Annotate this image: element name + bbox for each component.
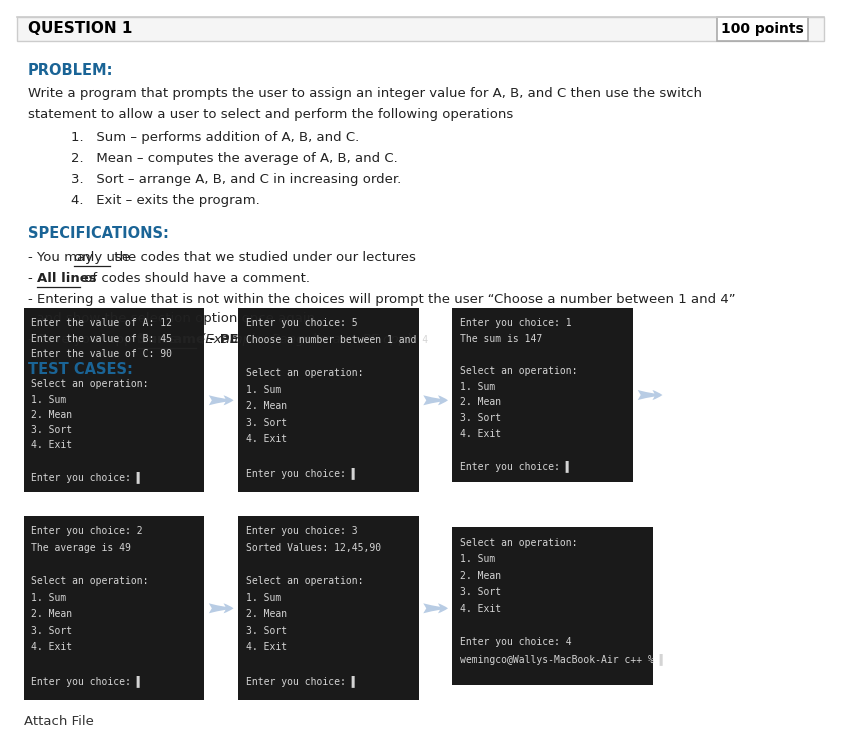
Text: - Save your cpp file as: - Save your cpp file as — [28, 333, 181, 346]
Bar — [452, 308, 633, 482]
Bar — [717, 17, 808, 41]
Text: The sum is 147: The sum is 147 — [460, 334, 542, 344]
Text: Select an operation:: Select an operation: — [460, 538, 578, 547]
Text: 4. Exit: 4. Exit — [460, 604, 501, 614]
Text: Select an operation:: Select an operation: — [31, 576, 149, 586]
Text: 2. Mean: 2. Mean — [31, 410, 72, 420]
Text: TEST CASES:: TEST CASES: — [28, 362, 133, 377]
Text: the codes that we studied under our lectures: the codes that we studied under our lect… — [110, 251, 416, 264]
Text: Enter you choice: 5: Enter you choice: 5 — [246, 318, 357, 328]
Text: 3. Sort: 3. Sort — [246, 418, 287, 427]
Text: Enter the value of A: 12: Enter the value of A: 12 — [31, 318, 172, 328]
Text: 2. Mean: 2. Mean — [460, 571, 501, 581]
Bar — [452, 527, 653, 685]
Text: 3. Sort: 3. Sort — [31, 425, 72, 435]
Text: Surname - PE: Surname - PE — [138, 333, 238, 346]
Text: 2. Mean: 2. Mean — [31, 609, 72, 619]
Text: 1. Sum: 1. Sum — [246, 385, 281, 394]
Text: Write a program that prompts the user to assign an integer value for A, B, and C: Write a program that prompts the user to… — [28, 87, 701, 100]
Text: 4.   Exit – exits the program.: 4. Exit – exits the program. — [71, 194, 260, 207]
Bar — [238, 516, 419, 700]
Text: Enter you choice: 2: Enter you choice: 2 — [31, 526, 143, 536]
Text: Enter you choice: 1: Enter you choice: 1 — [460, 318, 572, 328]
Text: Enter you choice: ▌: Enter you choice: ▌ — [246, 675, 357, 687]
Text: 4. Exit: 4. Exit — [246, 642, 287, 652]
Text: Choose a number between 1 and 4: Choose a number between 1 and 4 — [246, 335, 428, 345]
Text: 3.   Sort – arrange A, B, and C in increasing order.: 3. Sort – arrange A, B, and C in increas… — [71, 173, 402, 185]
Bar — [17, 17, 824, 41]
Text: 4. Exit: 4. Exit — [31, 642, 72, 652]
Bar — [24, 516, 204, 700]
Text: of codes should have a comment.: of codes should have a comment. — [80, 272, 310, 285]
Text: Select an operation:: Select an operation: — [246, 576, 363, 586]
Text: 2.   Mean – computes the average of A, B, and C.: 2. Mean – computes the average of A, B, … — [71, 152, 399, 164]
Text: 100 points: 100 points — [722, 23, 804, 36]
Text: 4. Exit: 4. Exit — [246, 434, 287, 444]
Text: 3. Sort: 3. Sort — [460, 587, 501, 597]
Text: 1.   Sum – performs addition of A, B, and C.: 1. Sum – performs addition of A, B, and … — [71, 131, 360, 143]
Text: 4. Exit: 4. Exit — [31, 440, 72, 450]
Text: Enter you choice: ▌: Enter you choice: ▌ — [31, 675, 143, 687]
Text: Enter you choice: 4: Enter you choice: 4 — [460, 637, 572, 647]
Text: -: - — [28, 272, 37, 285]
Text: Enter you choice: ▌: Enter you choice: ▌ — [246, 467, 357, 479]
Text: 2. Mean: 2. Mean — [460, 397, 501, 407]
Text: - You may: - You may — [28, 251, 97, 264]
Text: 1. Sum: 1. Sum — [31, 593, 66, 602]
Text: - Entering a value that is not within the choices will prompt the user “Choose a: - Entering a value that is not within th… — [28, 293, 735, 306]
Text: The average is 49: The average is 49 — [31, 543, 131, 553]
Text: Enter the value of C: 90: Enter the value of C: 90 — [31, 349, 172, 359]
Text: Enter you choice: ▌: Enter you choice: ▌ — [31, 471, 143, 483]
Bar — [238, 308, 419, 492]
Text: 3. Sort: 3. Sort — [246, 626, 287, 635]
Text: 3. Sort: 3. Sort — [460, 413, 501, 423]
Text: Enter you choice: ▌: Enter you choice: ▌ — [460, 460, 572, 472]
Text: Select an operation:: Select an operation: — [31, 379, 149, 389]
Text: Enter you choice: 3: Enter you choice: 3 — [246, 526, 357, 536]
Text: Enter the value of B: 45: Enter the value of B: 45 — [31, 333, 172, 344]
Text: All lines: All lines — [37, 272, 97, 285]
Text: wemingco@Wallys-MacBook-Air c++ % ▌: wemingco@Wallys-MacBook-Air c++ % ▌ — [460, 653, 666, 665]
Text: 1. Sum: 1. Sum — [31, 394, 66, 405]
Text: Attach File: Attach File — [24, 716, 93, 728]
Text: Select an operation:: Select an operation: — [460, 366, 578, 376]
Text: QUESTION 1: QUESTION 1 — [28, 21, 132, 36]
Bar — [24, 308, 204, 492]
Text: (Example: Pangaliman - PE.cpp): (Example: Pangaliman - PE.cpp) — [195, 333, 411, 346]
Text: and show the selection option once again.: and show the selection option once again… — [28, 312, 319, 325]
Text: 1. Sum: 1. Sum — [460, 554, 495, 564]
Text: Select an operation:: Select an operation: — [246, 368, 363, 378]
Text: only use: only use — [73, 251, 130, 264]
Text: 2. Mean: 2. Mean — [246, 401, 287, 411]
Text: 4. Exit: 4. Exit — [460, 429, 501, 439]
Text: 2. Mean: 2. Mean — [246, 609, 287, 619]
Text: Sorted Values: 12,45,90: Sorted Values: 12,45,90 — [246, 543, 381, 553]
Text: 3. Sort: 3. Sort — [31, 626, 72, 635]
Text: 1. Sum: 1. Sum — [460, 382, 495, 391]
Text: statement to allow a user to select and perform the following operations: statement to allow a user to select and … — [28, 108, 513, 121]
Text: PROBLEM:: PROBLEM: — [28, 63, 114, 78]
Text: SPECIFICATIONS:: SPECIFICATIONS: — [28, 226, 169, 241]
Text: 1. Sum: 1. Sum — [246, 593, 281, 602]
